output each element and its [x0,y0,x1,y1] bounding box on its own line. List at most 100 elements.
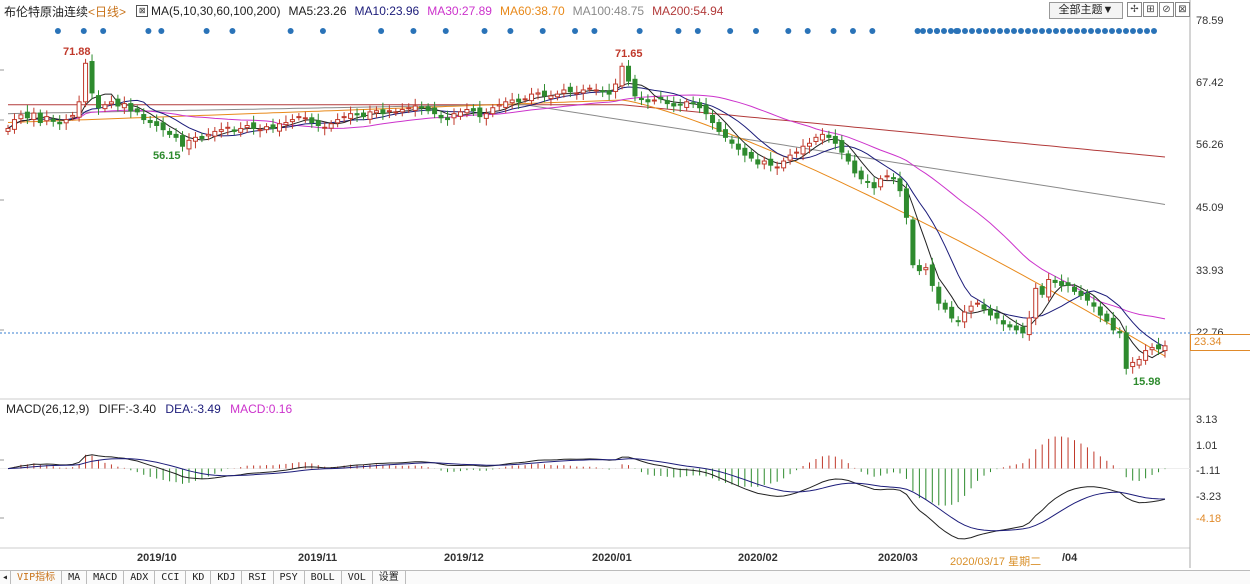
signal-dot [920,28,926,34]
candle [684,101,690,108]
candle [613,83,619,92]
candle [296,116,302,119]
candle [5,127,11,132]
macd-dea-line [7,458,1166,532]
signal-dot [1025,28,1031,34]
draw-tool-icon[interactable]: ⊘ [1159,2,1174,17]
signal-dot [955,28,961,34]
candle [257,129,263,132]
candle [1162,345,1168,352]
signal-dot [1095,28,1101,34]
signal-dot [1109,28,1115,34]
signal-dot [914,28,921,34]
candle [63,119,69,124]
tab-settings[interactable]: 设置 [373,571,406,584]
candle [826,134,832,138]
candle [916,265,922,272]
candle [878,178,884,188]
signal-dot [1102,28,1108,34]
candle [457,111,463,117]
candle [1123,332,1129,369]
x-tick-jan: 2020/01 [592,552,632,564]
grid-icon[interactable]: ⊞ [1143,2,1158,17]
candle [871,182,877,189]
candle [128,103,134,112]
macd-params[interactable]: MACD(26,12,9) [6,402,90,416]
candle [490,107,496,115]
candle [839,140,845,153]
symbol-name[interactable]: 布伦特原油连续 [4,4,89,19]
ma-settings-icon[interactable]: ⊠ [136,5,149,17]
candle [470,108,476,112]
crosshair-icon[interactable]: ✢ [1127,2,1142,17]
tab-rsi[interactable]: RSI [242,571,274,584]
candle [1059,281,1065,286]
candle [1143,350,1149,361]
signal-dot [1116,28,1122,34]
signal-dot [976,28,982,34]
signal-dot [1088,28,1094,34]
candle [774,166,780,169]
tab-kd[interactable]: KD [186,571,212,584]
macd-tick-3: -1.11 [1196,465,1221,477]
signal-dot [636,28,643,34]
tab-cci[interactable]: CCI [155,571,187,584]
candle [141,114,147,121]
candle [289,119,295,123]
candle [1156,344,1162,350]
tab-ma[interactable]: MA [62,571,88,584]
candle [1130,361,1136,368]
signal-dot [507,28,514,34]
close-icon[interactable]: ⊠ [1175,2,1190,17]
macd-diff-line [7,454,1166,540]
tab-vol[interactable]: VOL [342,571,373,584]
theme-dropdown-button[interactable]: 全部主题▼ [1049,2,1123,19]
candle [832,135,838,144]
tab-boll[interactable]: BOLL [305,571,342,584]
chart-header: 布伦特原油连续 <日线> ⊠ MA(5,10,30,60,100,200) MA… [4,3,731,19]
signal-dot [229,28,236,34]
tab-psy[interactable]: PSY [274,571,305,584]
signal-dot [1011,28,1017,34]
candle [1013,325,1019,331]
candle [1097,306,1103,316]
signal-dot [849,28,856,34]
signal-dot [997,28,1003,34]
candle [412,105,418,111]
candle [722,129,728,138]
candle [554,93,560,98]
candle [638,98,644,101]
tab-kdj[interactable]: KDJ [211,571,243,584]
ma200-value: MA200:54.94 [652,4,724,18]
signal-dot [410,28,417,34]
tab-macd[interactable]: MACD [87,571,125,584]
candle [231,129,237,132]
tab-adx[interactable]: ADX [124,571,156,584]
candle [483,113,489,119]
period-label[interactable]: <日线> [88,4,127,19]
signal-dot [80,28,87,34]
signal-dot [1137,28,1143,34]
candle [716,122,722,132]
candle [1084,293,1090,301]
candle [949,306,955,319]
candle [218,129,224,132]
signal-dot [591,28,598,34]
candle [748,151,754,159]
candle [1052,279,1058,283]
signal-dot [1081,28,1087,34]
candle [199,135,205,140]
signal-dot [934,28,940,34]
signal-dot [941,28,947,34]
signal-dot [948,28,954,34]
candle [315,120,321,126]
candle [309,117,315,124]
candle [108,101,114,105]
tabs-left-arrow-icon[interactable]: ◂ [0,571,12,584]
signal-dot [287,28,294,34]
ma-params[interactable]: MA(5,10,30,60,100,200) [151,4,281,18]
tab-vip[interactable]: VIP指标 [11,571,63,584]
signal-dot [203,28,210,34]
candle [671,103,677,107]
